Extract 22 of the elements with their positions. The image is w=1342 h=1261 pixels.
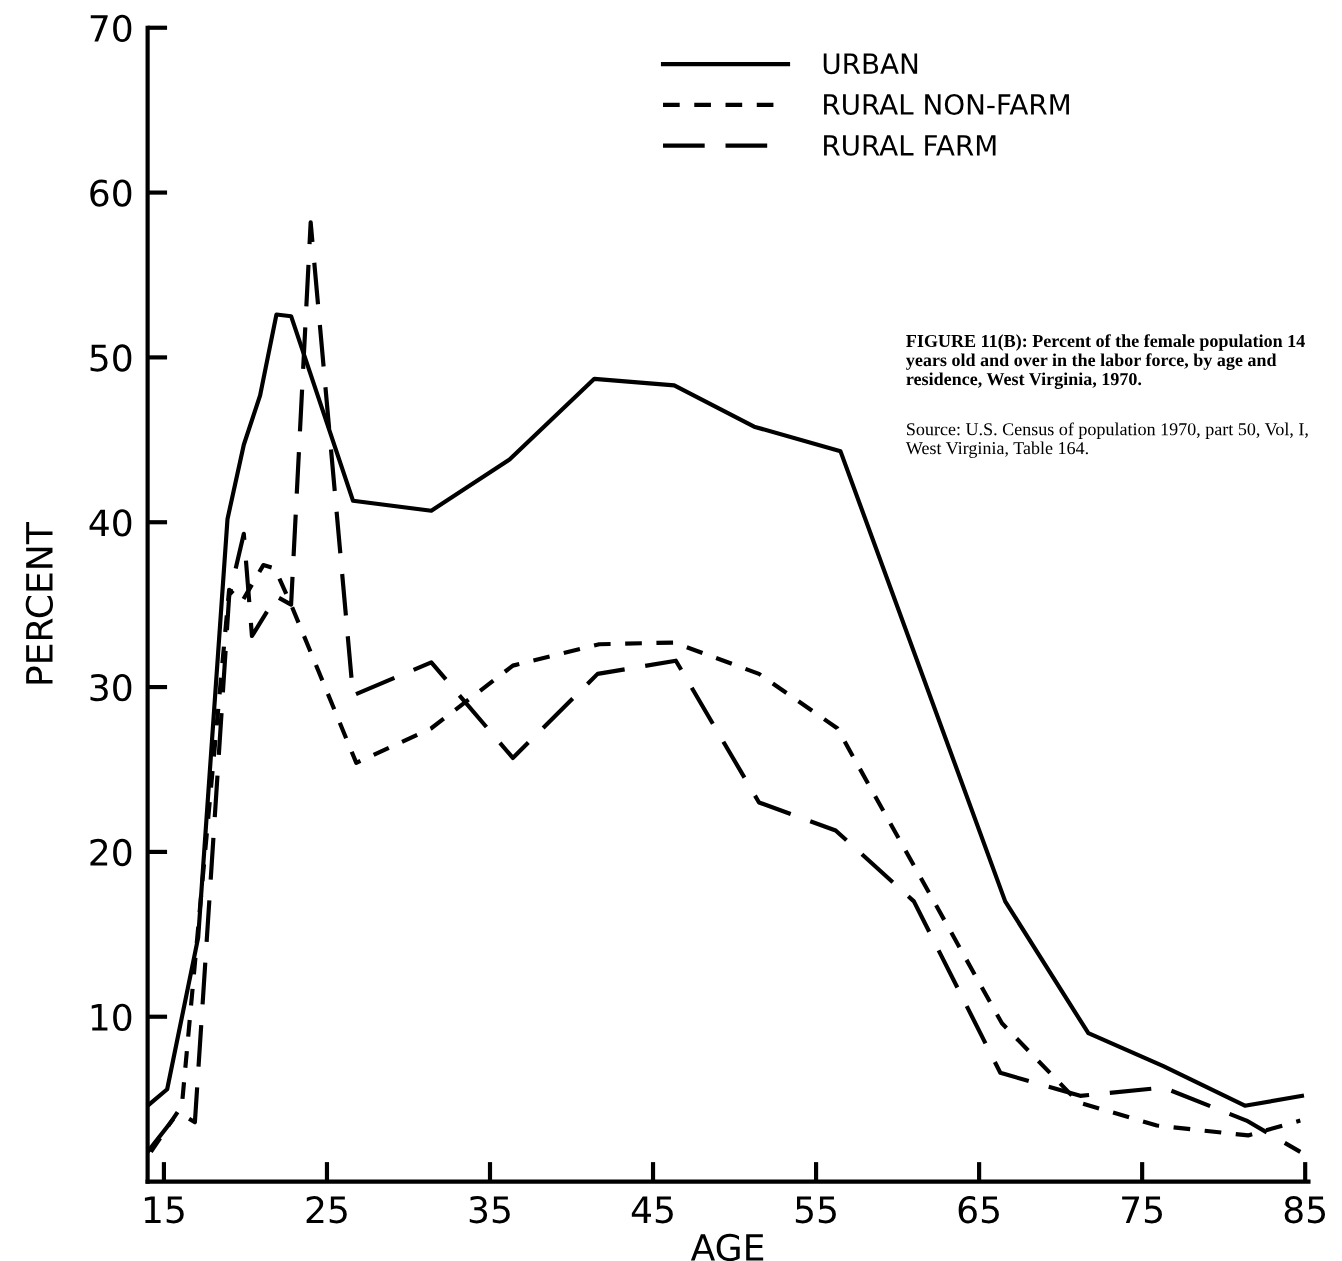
x-tick-label: 85 <box>1284 1196 1326 1224</box>
y-tick-label: 50 <box>90 344 132 372</box>
annotation: FIGURE 11(B): Percent of the female population 14 years old and over in the labor force, by age and residence, West Virginia, 1970. <box>906 334 1305 389</box>
legend-label: RURAL NON-FARM <box>824 94 1069 116</box>
x-tick-label: 15 <box>144 1196 184 1224</box>
x-tick-label: 65 <box>958 1196 999 1224</box>
x-tick-label: 55 <box>795 1196 836 1224</box>
y-tick-label: 60 <box>90 179 132 207</box>
y-tick-label: 10 <box>91 1003 132 1031</box>
annotation: Source: U.S. Census of population 1970, part 50, Vol, I, West Virginia, Table 164. <box>905 422 1308 458</box>
y-tick-label: 20 <box>90 838 132 867</box>
y-tick-label: 70 <box>90 14 132 42</box>
y-tick-label: 30 <box>90 673 132 702</box>
x-tick-label: 35 <box>469 1196 510 1224</box>
legend-label: RURAL FARM <box>824 135 996 156</box>
y-axis-title: PERCENT <box>25 522 54 684</box>
x-axis-title: AGE <box>690 1233 764 1261</box>
x-tick-label: 75 <box>1122 1196 1162 1224</box>
y-tick-label: 40 <box>89 509 132 537</box>
legend-label: URBAN <box>823 53 918 75</box>
x-tick-label: 25 <box>306 1196 347 1224</box>
x-tick-label: 45 <box>631 1196 673 1224</box>
